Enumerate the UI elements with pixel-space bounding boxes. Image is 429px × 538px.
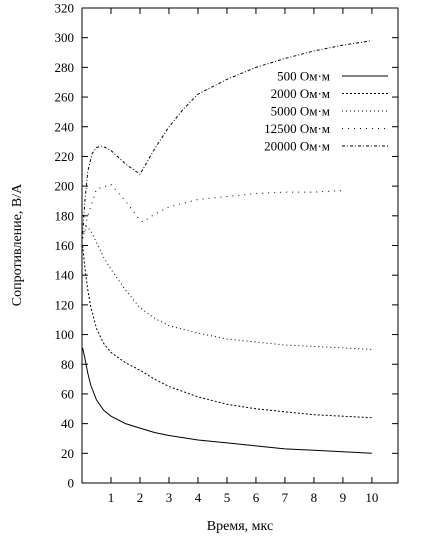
- y-axis-label: Сопротивление, В/А: [10, 183, 25, 306]
- y-tick-label: 160: [55, 238, 75, 253]
- legend-label-4: 12500 Ом·м: [264, 121, 330, 136]
- y-tick-label: 100: [55, 327, 75, 342]
- x-tick-label: 5: [224, 490, 231, 505]
- y-tick-label: 40: [61, 416, 74, 431]
- y-tick-label: 60: [61, 386, 74, 401]
- y-tick-label: 300: [55, 30, 75, 45]
- series-line-4: [82, 184, 343, 239]
- y-tick-label: 280: [55, 60, 75, 75]
- y-tick-label: 140: [55, 268, 75, 283]
- y-tick-label: 200: [55, 179, 75, 194]
- legend-label-1: 500 Ом·м: [277, 69, 330, 84]
- x-tick-label: 3: [166, 490, 173, 505]
- y-tick-label: 120: [55, 297, 75, 312]
- plot-frame: [81, 7, 399, 484]
- y-tick-label: 0: [68, 476, 75, 491]
- series-line-3: [82, 225, 372, 350]
- y-tick-label: 240: [55, 119, 75, 134]
- y-tick-label: 260: [55, 90, 75, 105]
- y-tick-label: 220: [55, 149, 75, 164]
- x-tick-label: 8: [311, 490, 318, 505]
- series-line-1: [82, 347, 372, 454]
- legend: 500 Ом·м 2000 Ом·м 5000 Ом·м 12500 Ом·м 2000…: [264, 69, 388, 154]
- series-layer: [82, 40, 372, 454]
- legend-label-5: 20000 Ом·м: [264, 139, 330, 154]
- legend-label-3: 5000 Ом·м: [271, 104, 330, 119]
- y-tick-label: 20: [61, 446, 74, 461]
- y-axis-ticks: 0 20 40 60 80 100 120 140 160 180 200 220 240 260 280 3…: [55, 1, 398, 491]
- legend-label-2: 2000 Ом·м: [271, 86, 330, 101]
- x-tick-label: 6: [253, 490, 260, 505]
- y-tick-label: 320: [55, 1, 75, 16]
- x-tick-label: 10: [365, 490, 378, 505]
- y-tick-label: 180: [55, 208, 75, 223]
- x-axis-ticks: 1 2 3 4 5 6 7 8 9 10: [108, 8, 378, 505]
- x-tick-label: 7: [282, 490, 289, 505]
- y-tick-label: 80: [61, 357, 74, 372]
- x-tick-label: 9: [340, 490, 347, 505]
- x-axis-label: Время, мкс: [207, 519, 273, 534]
- x-tick-label: 2: [137, 490, 144, 505]
- x-tick-label: 4: [195, 490, 202, 505]
- series-line-2: [82, 245, 372, 419]
- x-tick-label: 1: [108, 490, 115, 505]
- series-line-5: [82, 40, 372, 234]
